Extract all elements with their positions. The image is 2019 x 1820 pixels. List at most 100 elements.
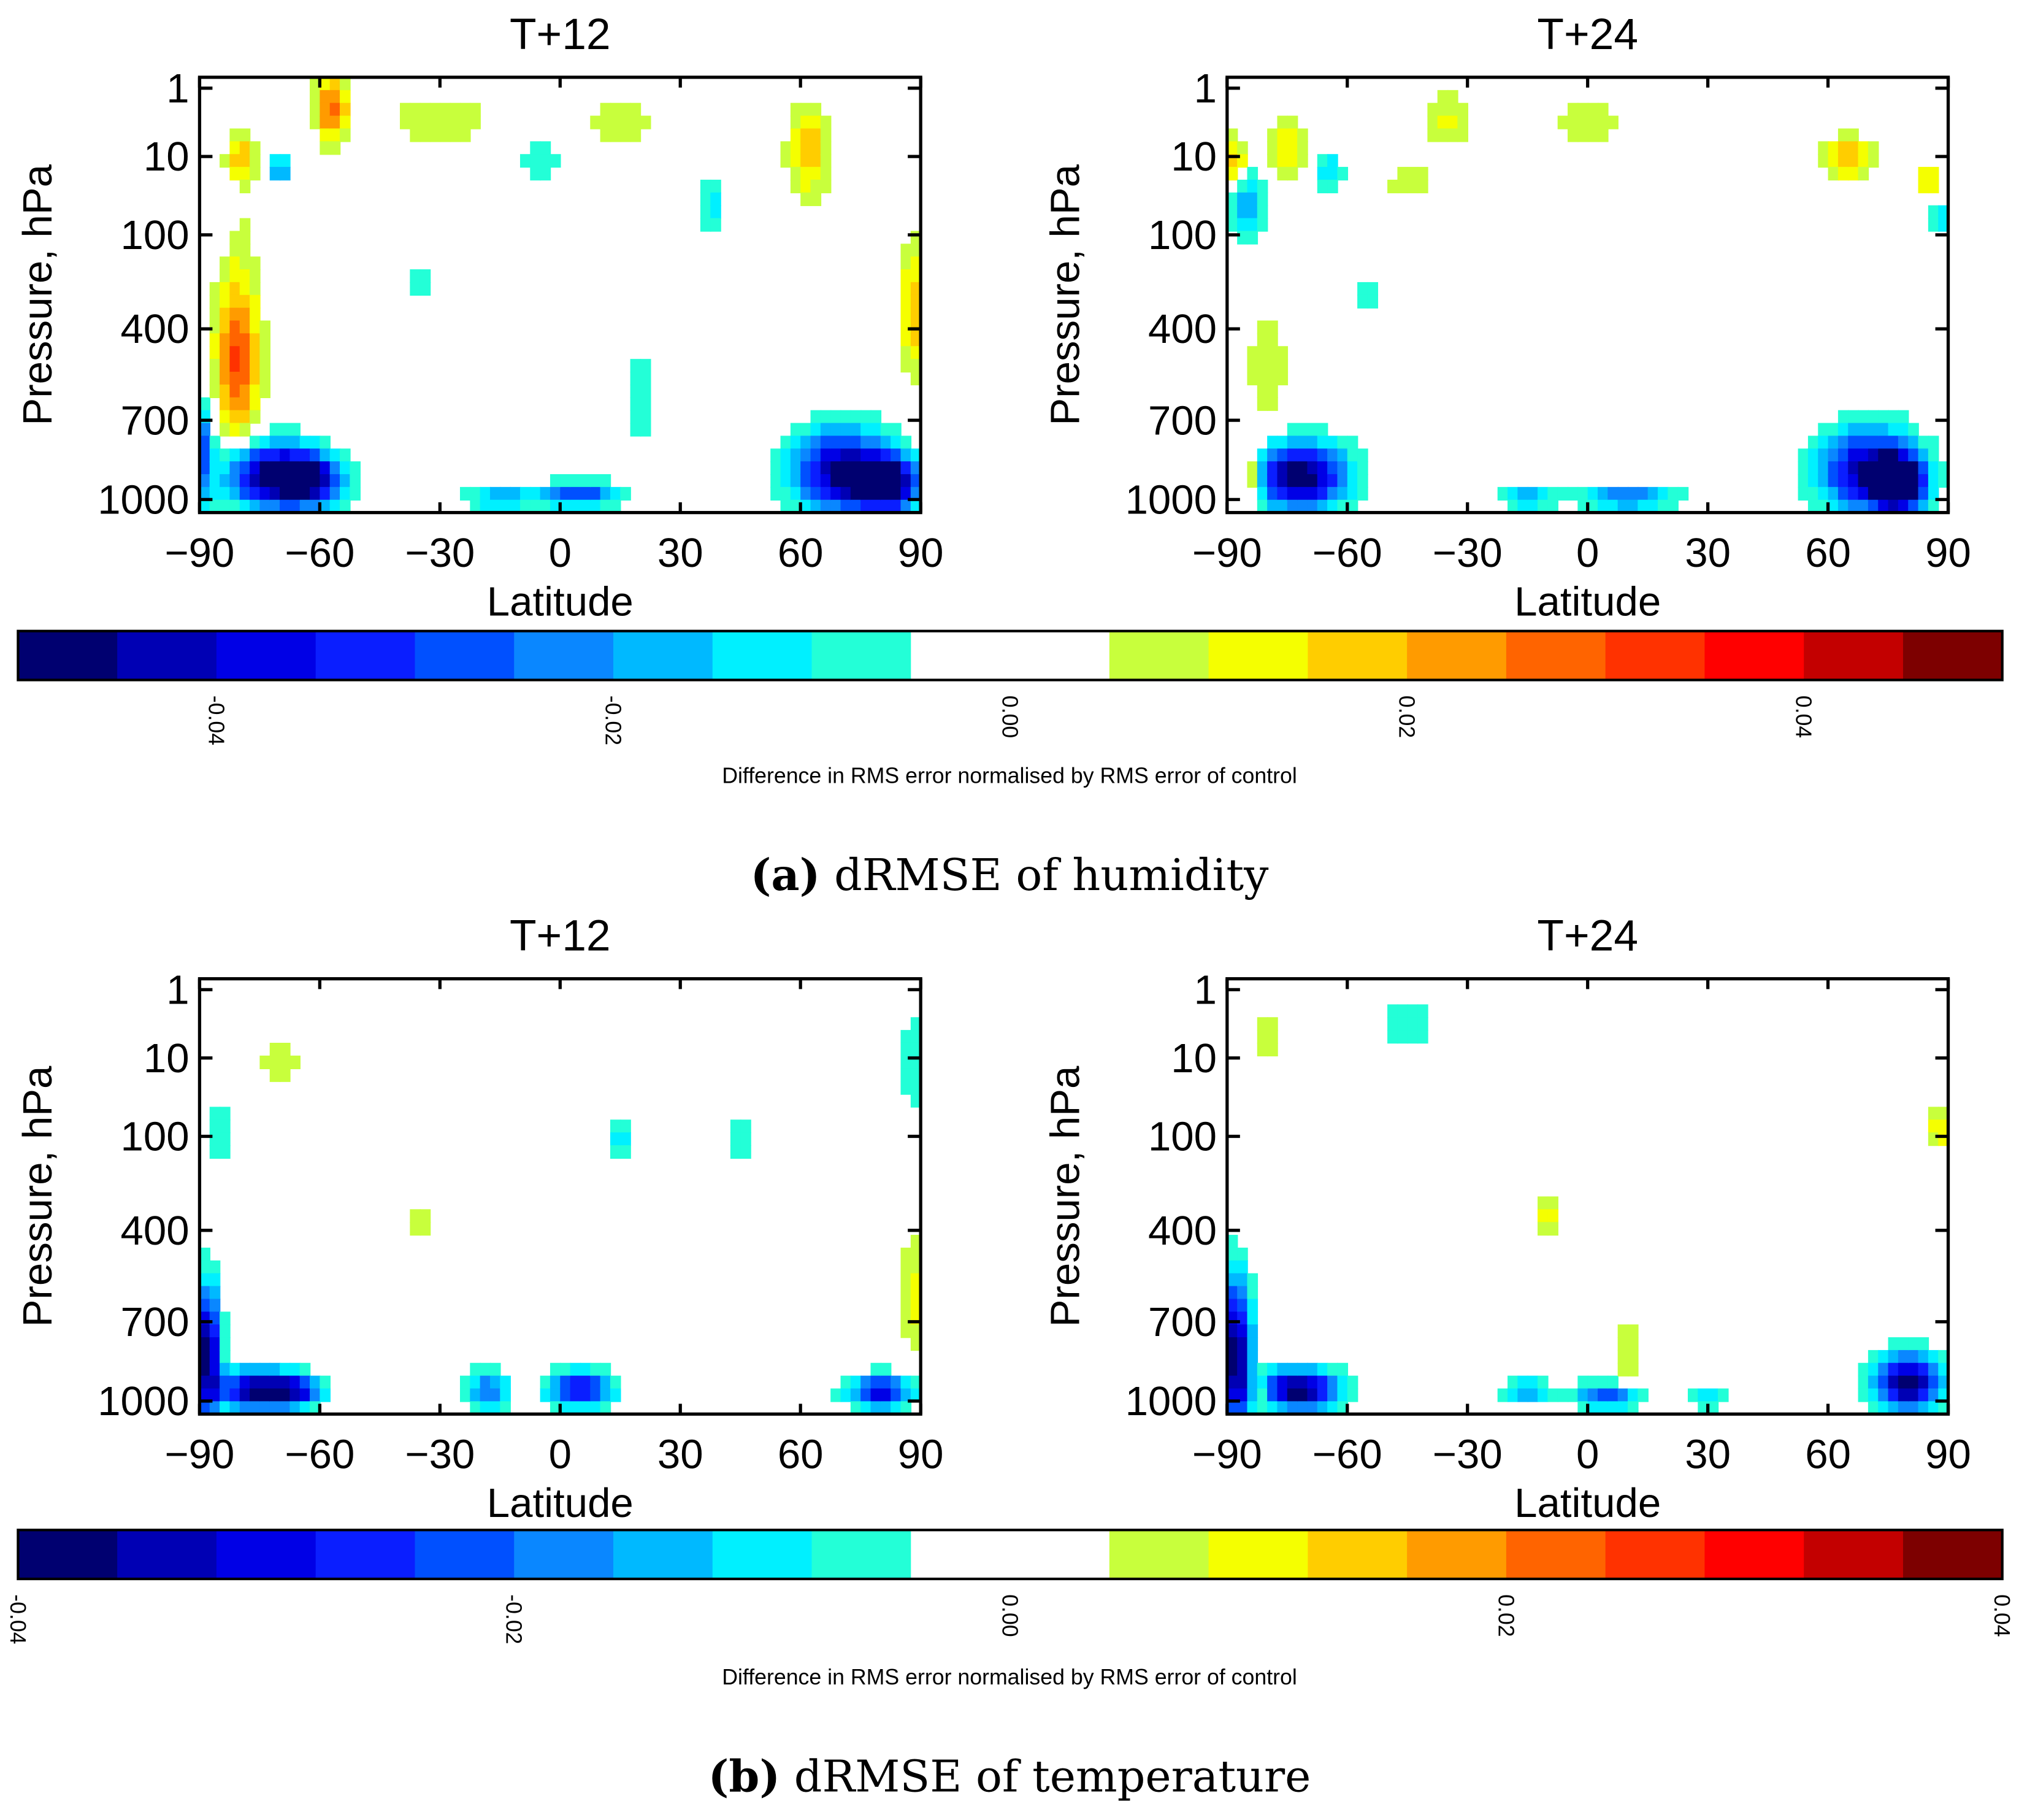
contour-cell [1687,1388,1699,1402]
contour-cell [891,448,902,463]
contour-cell [560,1388,571,1402]
contour-cell [1918,461,1929,475]
contour-cell [340,499,351,513]
contour-cell [269,474,281,488]
contour-cell [1577,1388,1588,1402]
contour-cell [1918,1350,1929,1364]
contour-cell [239,448,251,463]
contour-cell [1267,320,1278,334]
contour-cell [1607,499,1619,513]
contour-cell [519,499,531,513]
contour-cell [1317,1401,1328,1415]
contour-cell [239,372,251,386]
contour-cell [250,346,261,360]
contour-cell [1247,474,1259,488]
contour-cell [1327,154,1338,168]
contour-cell [1297,1388,1308,1402]
contour-cell [1587,1388,1599,1402]
contour-cell [239,474,251,488]
contour-cell [1257,486,1268,501]
contour-cell [239,179,251,194]
contour-cell [1908,1362,1919,1377]
contour-cell [209,384,221,399]
contour-cell [459,115,471,129]
contour-cell [880,1375,892,1389]
y-tick-label: 1 [1194,66,1217,112]
contour-cell [239,461,251,475]
contour-cell [239,397,251,411]
contour-cell [910,256,922,271]
contour-cell [1317,499,1328,513]
contour-cell [220,256,231,271]
contour-cell [1538,1375,1549,1389]
contour-cell [1568,128,1579,142]
contour-cell [910,269,922,283]
contour-cell [900,282,912,296]
contour-cell [1237,1299,1248,1313]
contour-cell [199,1299,211,1313]
contour-cell [480,1375,491,1389]
contour-cell [1327,448,1338,463]
contour-cell [850,474,862,488]
colorbar-tick-label: 0.02 [1395,696,1419,738]
contour-cell [840,410,852,424]
contour-cell [209,333,221,347]
contour-cell [259,1362,270,1377]
contour-cell [310,436,321,450]
contour-cell [259,1401,270,1415]
contour-cell [860,474,872,488]
contour-cell [540,154,551,168]
contour-cell [1287,128,1298,142]
contour-cell [489,486,501,501]
contour-cell [259,320,270,334]
contour-cell [259,1375,270,1389]
contour-cell [1888,423,1899,437]
contour-cell [209,294,221,309]
contour-cell [1257,1030,1268,1044]
contour-cell [1868,486,1879,501]
contour-cell [630,115,642,129]
contour-cell [1257,499,1268,513]
contour-cell [220,294,231,309]
contour-cell [630,128,642,142]
contour-cell [1858,1388,1869,1402]
contour-cell [280,436,291,450]
contour-cell [1908,423,1919,437]
contour-cell [1898,1362,1909,1377]
contour-cell [1527,1375,1539,1389]
contour-cell [860,423,872,437]
contour-cell [229,499,240,513]
contour-cell [1908,436,1919,450]
contour-cell [1257,1401,1268,1415]
contour-cell [280,1401,291,1415]
contour-cell [550,154,561,168]
contour-cell [1818,436,1829,450]
colorbar-bin [1902,631,2003,680]
contour-cell [810,179,822,194]
contour-cell [239,167,251,181]
contour-cell [710,205,721,219]
y-tick-label: 700 [1148,1299,1217,1345]
contour-cell [560,486,571,501]
contour-cell [1798,474,1809,488]
contour-cell [209,1299,221,1313]
contour-cell [1577,499,1588,513]
contour-cell [1227,1260,1238,1274]
contour-cell [1918,1401,1929,1415]
contour-cell [1337,1401,1349,1415]
contour-cell [1307,499,1319,513]
contour-cell [830,461,841,475]
contour-cell [610,102,621,117]
contour-cell [900,346,912,360]
x-tick-label: 90 [898,530,944,576]
colorbar-bin [712,1530,813,1579]
contour-cell [1828,474,1839,488]
contour-cell [229,154,240,168]
contour-cell [900,474,912,488]
colorbar-bin [811,631,912,680]
colorbar-bin [415,1530,515,1579]
contour-cell [570,1401,581,1415]
contour-cell [870,499,882,513]
contour-cell [1908,1337,1919,1351]
contour-cell [900,499,912,513]
